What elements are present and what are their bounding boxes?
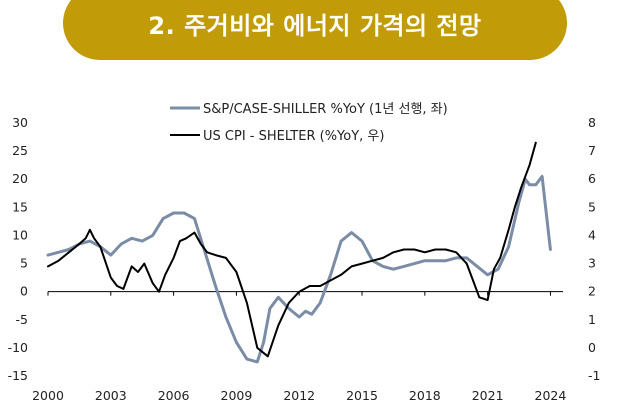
y-left-tick-label: -15 [8,368,28,383]
chart-lines [46,141,552,364]
x-tick-label: 2018 [409,388,441,403]
y-right-tick-label: 4 [588,227,596,242]
x-tick-label: 2003 [95,388,127,403]
y-right-tick-label: 3 [588,256,596,271]
x-tick-label: 2015 [346,388,378,403]
y-left-tick-label: -10 [8,340,28,355]
legend-label: US CPI - SHELTER (%YoY, 우) [203,129,384,144]
y-left-tick-label: 10 [12,227,28,242]
y-left-tick-label: 20 [12,171,28,186]
legend-label: S&P/CASE-SHILLER %YoY (1년 선행, 좌) [203,101,448,117]
y-left-tick-label: 30 [12,115,28,130]
chart-axes [47,291,563,296]
x-tick-label: 2006 [158,388,190,403]
x-tick-label: 2000 [32,388,64,403]
y-left-tick-label: 5 [20,256,28,271]
y-right-tick-label: 6 [588,171,596,186]
y-right-tick-label: 5 [588,199,596,214]
y-right-tick-label: 1 [588,312,596,327]
title-banner: 2. 주거비와 에너지 가격의 전망 [63,0,567,60]
page-title: 2. 주거비와 에너지 가격의 전망 [148,12,482,40]
x-tick-label: 2012 [283,388,315,403]
x-tick-label: 2024 [535,388,567,403]
series-line-us-cpi-shelter [47,141,537,358]
x-tick-label: 2009 [221,388,253,403]
y-left-tick-label: 15 [12,199,28,214]
x-tick-label: 2021 [472,388,504,403]
y-right-tick-label: 8 [588,115,596,130]
chart-legend: S&P/CASE-SHILLER %YoY (1년 선행, 좌) US CPI -… [170,101,448,144]
y-left-tick-label: 25 [12,143,28,158]
y-left-tick-label: -5 [16,312,28,327]
series-line-sp-case-shiller [46,174,552,364]
y-right-tick-label: 0 [588,340,596,355]
y-right-tick-label: 2 [588,284,596,299]
y-left-tick-label: 0 [20,284,28,299]
y-right-tick-label: -1 [588,368,600,383]
y-right-tick-label: 7 [588,143,596,158]
